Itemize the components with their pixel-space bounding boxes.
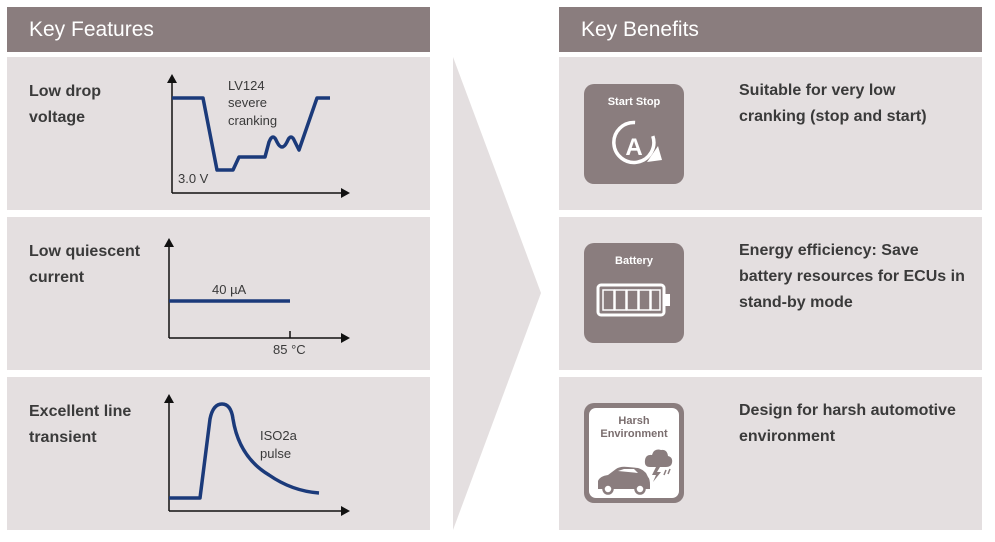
line-transient-diagram: ISO2a pulse xyxy=(164,394,350,516)
feature-title: Low quiescent current xyxy=(29,239,140,291)
key-features-title: Key Features xyxy=(29,18,154,41)
x-axis-arrow xyxy=(341,506,350,516)
pulse-annotation-line1: ISO2a xyxy=(260,428,298,443)
cranking-annotation-line3: cranking xyxy=(228,113,277,128)
storm-cloud-icon xyxy=(644,449,673,467)
harsh-environment-label-line1: Harsh xyxy=(618,415,650,427)
voltage-label: 3.0 V xyxy=(178,171,209,186)
feature-title: Excellent line transient xyxy=(29,399,131,451)
x-axis-arrow xyxy=(341,333,350,343)
feature-panel-line-transient: Excellent line transient ISO2a pulse xyxy=(7,377,430,530)
benefit-panel-harsh-environment: Harsh Environment Design for harsh autom… xyxy=(559,377,982,530)
benefit-text: Suitable for very low cranking (stop and… xyxy=(739,78,969,130)
benefit-line1: Suitable for very low xyxy=(739,82,896,99)
feature-title-line1: Low quiescent xyxy=(29,243,141,260)
y-axis-arrow xyxy=(164,394,174,403)
temperature-label: 85 °C xyxy=(273,342,306,357)
benefit-line1: Energy efficiency: Save xyxy=(739,242,919,259)
benefit-text: Design for harsh automotive environment xyxy=(739,398,969,450)
y-axis-arrow xyxy=(164,238,174,247)
car-and-storm-symbol xyxy=(598,449,673,495)
start-stop-icon-label: Start Stop xyxy=(607,96,661,108)
low-drop-voltage-diagram: LV124 severe cranking 3.0 V xyxy=(167,74,350,198)
benefit-text: Energy efficiency: Save battery resource… xyxy=(739,238,969,316)
key-benefits-header: Key Benefits xyxy=(559,7,982,52)
benefit-panel-start-stop: Start Stop A Suitable for very low crank… xyxy=(559,57,982,210)
start-stop-glyph: A xyxy=(625,134,642,161)
benefit-line1: Design for harsh automotive xyxy=(739,402,956,419)
y-axis-arrow xyxy=(167,74,177,83)
key-features-header: Key Features xyxy=(7,7,430,52)
cranking-annotation-line1: LV124 xyxy=(228,78,265,93)
feature-panel-low-drop-voltage: Low drop voltage LV124 severe cranking 3… xyxy=(7,57,430,210)
feature-title-line2: transient xyxy=(29,429,97,446)
start-stop-icon: Start Stop A xyxy=(584,84,684,184)
cranking-annotation-line2: severe xyxy=(228,95,267,110)
harsh-environment-icon-label: Harsh Environment xyxy=(584,415,684,441)
feature-title: Low drop voltage xyxy=(29,79,101,131)
feature-title-line1: Excellent line xyxy=(29,403,132,420)
benefit-line3: stand-by mode xyxy=(739,294,853,311)
battery-symbol xyxy=(596,283,670,317)
transient-pulse-curve xyxy=(169,402,320,500)
current-level-label: 40 µA xyxy=(212,282,247,297)
feature-panel-low-quiescent-current: Low quiescent current 40 µA 85 °C xyxy=(7,217,430,370)
harsh-environment-icon: Harsh Environment xyxy=(584,403,684,503)
feature-title-line1: Low drop xyxy=(29,83,101,100)
key-benefits-title: Key Benefits xyxy=(581,18,699,41)
battery-icon: Battery xyxy=(584,243,684,343)
feature-title-line2: current xyxy=(29,269,85,286)
cranking-curve xyxy=(172,96,330,172)
benefit-line2: environment xyxy=(739,428,836,445)
feature-title-line2: voltage xyxy=(29,109,86,126)
pulse-annotation-line2: pulse xyxy=(260,446,291,461)
features-to-benefits-arrow xyxy=(453,57,541,530)
benefit-panel-battery: Battery Energy efficiency: Save battery … xyxy=(559,217,982,370)
battery-icon-label: Battery xyxy=(615,255,653,267)
harsh-environment-label-line2: Environment xyxy=(600,428,668,440)
quiescent-current-diagram: 40 µA 85 °C xyxy=(164,238,350,357)
start-stop-symbol: A xyxy=(612,120,662,165)
benefit-line2: cranking (stop and start) xyxy=(739,108,927,125)
x-axis-arrow xyxy=(341,188,350,198)
lightning-icon xyxy=(652,467,661,482)
benefit-line2: battery resources for ECUs in xyxy=(739,268,965,285)
